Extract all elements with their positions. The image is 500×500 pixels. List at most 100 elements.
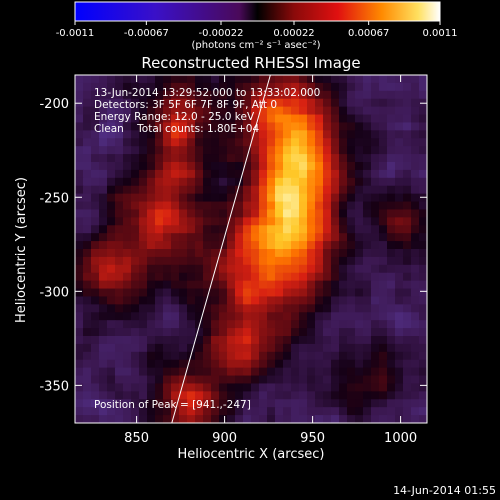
heatmap-cell: [163, 82, 172, 92]
heatmap-cell: [267, 114, 276, 124]
heatmap-cell: [211, 383, 220, 392]
heatmap-cell: [307, 359, 316, 369]
heatmap-cell: [235, 233, 244, 242]
heatmap-cell: [347, 391, 356, 400]
heatmap-cell: [331, 272, 340, 282]
heatmap-cell: [355, 122, 364, 131]
heatmap-cell: [187, 249, 196, 258]
heatmap-cell: [363, 169, 372, 179]
heatmap-cell: [315, 312, 324, 321]
heatmap-cell: [147, 233, 156, 242]
heatmap-cell: [163, 328, 172, 337]
heatmap-cell: [403, 312, 412, 321]
heatmap-cell: [379, 169, 388, 179]
heatmap-cell: [147, 90, 156, 100]
heatmap-cell: [163, 407, 172, 416]
heatmap-cell: [267, 351, 276, 361]
heatmap-cell: [395, 312, 404, 321]
heatmap-cell: [155, 383, 164, 392]
heatmap-cell: [283, 375, 292, 385]
heatmap-cell: [107, 122, 116, 131]
heatmap-cell: [123, 169, 132, 179]
heatmap-cell: [395, 288, 404, 298]
heatmap-cell: [275, 375, 284, 385]
heatmap-cell: [99, 264, 108, 274]
heatmap-cell: [371, 209, 380, 218]
heatmap-cell: [387, 185, 396, 195]
heatmap-cell: [323, 122, 332, 131]
heatmap-cell: [395, 391, 404, 400]
heatmap-cell: [163, 146, 172, 155]
heatmap-cell: [347, 75, 356, 84]
heatmap-cell: [299, 106, 308, 116]
heatmap-cell: [227, 154, 236, 163]
heatmap-cell: [83, 122, 92, 131]
heatmap-cell: [99, 249, 108, 258]
heatmap-cell: [275, 233, 284, 242]
heatmap-cell: [227, 146, 236, 155]
heatmap-cell: [123, 256, 132, 266]
heatmap-cell: [291, 272, 300, 282]
heatmap-cell: [315, 225, 324, 234]
heatmap-cell: [115, 154, 124, 163]
heatmap-cell: [155, 193, 164, 203]
heatmap-cell: [107, 185, 116, 195]
heatmap-cell: [259, 241, 268, 250]
heatmap-cell: [395, 304, 404, 313]
heatmap-cell: [203, 193, 212, 203]
heatmap-cell: [267, 201, 276, 211]
heatmap-cell: [75, 312, 84, 321]
heatmap-cell: [179, 138, 188, 147]
heatmap-cell: [211, 233, 220, 242]
heatmap-cell: [307, 249, 316, 258]
heatmap-cell: [331, 359, 340, 369]
heatmap-cell: [283, 391, 292, 400]
heatmap-cell: [139, 90, 148, 100]
heatmap-cell: [187, 138, 196, 147]
heatmap-cell: [75, 280, 84, 290]
heatmap-cell: [347, 367, 356, 377]
heatmap-cell: [403, 296, 412, 305]
heatmap-cell: [195, 375, 204, 385]
heatmap-cell: [307, 336, 316, 345]
heatmap-cell: [331, 328, 340, 337]
heatmap-cell: [107, 296, 116, 305]
heatmap-cell: [339, 407, 348, 416]
heatmap-cell: [171, 320, 180, 329]
heatmap-cell: [203, 391, 212, 400]
heatmap-cell: [339, 264, 348, 274]
heatmap-cell: [219, 343, 228, 353]
heatmap-cell: [307, 383, 316, 392]
heatmap-cell: [83, 336, 92, 345]
heatmap-cell: [235, 90, 244, 100]
heatmap-cell: [307, 351, 316, 361]
heatmap-cell: [123, 336, 132, 345]
heatmap-cell: [395, 399, 404, 408]
heatmap-cell: [219, 146, 228, 155]
heatmap-cell: [395, 280, 404, 290]
heatmap-cell: [403, 217, 412, 226]
heatmap-cell: [227, 249, 236, 258]
heatmap-cell: [315, 415, 324, 423]
heatmap-cell: [251, 225, 260, 234]
heatmap-cell: [115, 98, 124, 108]
heatmap-cell: [139, 75, 148, 84]
heatmap-cell: [355, 82, 364, 92]
heatmap-cell: [323, 296, 332, 305]
heatmap-cell: [75, 399, 84, 408]
heatmap-cell: [139, 217, 148, 226]
heatmap-cell: [371, 296, 380, 305]
heatmap-cell: [115, 201, 124, 211]
heatmap-cell: [219, 320, 228, 329]
heatmap-cell: [283, 328, 292, 337]
heatmap-cell: [371, 169, 380, 179]
heatmap-cell: [227, 312, 236, 321]
heatmap-cell: [259, 90, 268, 100]
heatmap-cell: [387, 399, 396, 408]
heatmap-cell: [187, 391, 196, 400]
heatmap-cell: [195, 336, 204, 345]
heatmap-cell: [411, 415, 420, 423]
heatmap-cell: [291, 336, 300, 345]
heatmap-cell: [195, 304, 204, 313]
heatmap-cell: [275, 146, 284, 155]
